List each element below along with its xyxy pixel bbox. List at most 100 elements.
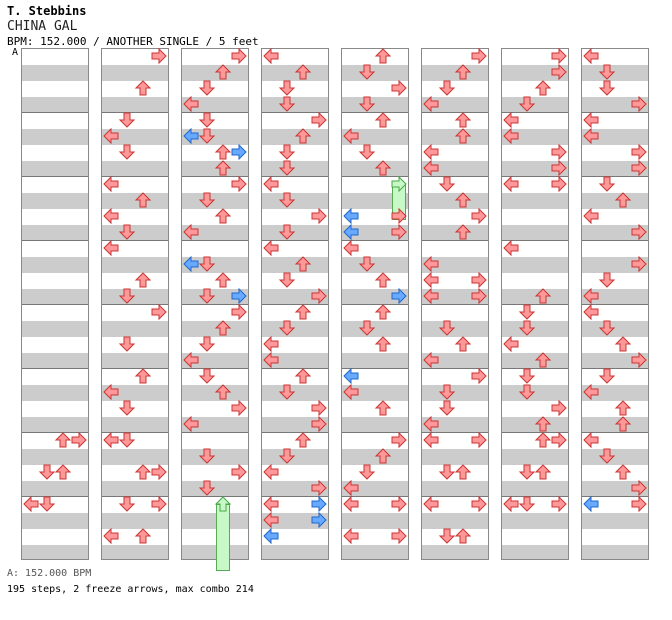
arrow-down-icon (278, 80, 296, 96)
arrow-left-icon (183, 223, 199, 241)
measure-line (502, 176, 568, 177)
arrow-right-icon (391, 175, 407, 193)
arrow-up-icon (614, 192, 632, 208)
arrow-right-icon (471, 207, 487, 225)
arrow-left-icon (423, 495, 439, 513)
arrow-right-icon (551, 143, 567, 161)
arrow-up-icon (454, 464, 472, 480)
arrow-up-icon (374, 400, 392, 416)
arrow-left-icon (583, 111, 599, 129)
arrow-right-icon (551, 399, 567, 417)
arrow-up-icon (614, 464, 632, 480)
arrow-down-icon (358, 256, 376, 272)
arrow-right-icon (311, 207, 327, 225)
arrow-right-icon (631, 143, 647, 161)
measure-line (422, 112, 488, 113)
arrow-up-icon (454, 336, 472, 352)
arrow-right-icon (391, 223, 407, 241)
arrow-down-icon (118, 224, 136, 240)
arrow-up-icon (534, 80, 552, 96)
measure-line (102, 176, 168, 177)
measure-line (262, 304, 328, 305)
measure-line (182, 496, 248, 497)
arrow-down-icon (278, 320, 296, 336)
arrow-up-icon (374, 112, 392, 128)
arrow-down-icon (38, 496, 56, 512)
arrow-right-icon (391, 495, 407, 513)
arrow-left-icon (343, 527, 359, 545)
measure-line (342, 368, 408, 369)
arrow-left-icon (263, 47, 279, 65)
arrow-right-icon (231, 47, 247, 65)
arrow-left-icon (343, 239, 359, 257)
arrow-right-icon (151, 303, 167, 321)
arrow-left-icon (503, 335, 519, 353)
arrow-left-icon (103, 175, 119, 193)
arrow-up-icon (134, 272, 152, 288)
measure-line (422, 240, 488, 241)
arrow-right-icon (631, 495, 647, 513)
arrow-left-icon (103, 431, 119, 449)
arrow-right-icon (311, 111, 327, 129)
arrow-up-icon (614, 336, 632, 352)
arrow-right-icon (391, 431, 407, 449)
arrow-left-icon (423, 287, 439, 305)
arrow-right-icon (551, 63, 567, 81)
arrow-up-icon (214, 496, 232, 512)
arrow-down-icon (198, 448, 216, 464)
chart-column-6 (421, 48, 489, 560)
measure-line (182, 304, 248, 305)
arrow-down-icon (118, 144, 136, 160)
arrow-down-icon (118, 336, 136, 352)
step-summary: 195 steps, 2 freeze arrows, max combo 21… (7, 584, 254, 595)
arrow-left-icon (423, 255, 439, 273)
measure-line (582, 176, 648, 177)
arrow-right-icon (231, 175, 247, 193)
arrow-up-icon (374, 336, 392, 352)
arrow-up-icon (534, 464, 552, 480)
measure-line (422, 432, 488, 433)
measure-line (342, 240, 408, 241)
measure-line (502, 496, 568, 497)
arrow-down-icon (198, 192, 216, 208)
arrow-up-icon (534, 352, 552, 368)
measure-line (182, 240, 248, 241)
arrow-left-icon (423, 95, 439, 113)
arrow-down-icon (598, 176, 616, 192)
arrow-left-icon (23, 495, 39, 513)
arrow-up-icon (454, 128, 472, 144)
arrow-up-icon (54, 464, 72, 480)
arrow-left-icon (183, 351, 199, 369)
arrow-up-icon (54, 432, 72, 448)
arrow-right-icon (551, 159, 567, 177)
measure-line (422, 368, 488, 369)
arrow-up-icon (374, 272, 392, 288)
arrow-left-icon (423, 159, 439, 177)
arrow-down-icon (278, 160, 296, 176)
arrow-down-icon (358, 96, 376, 112)
arrow-down-icon (278, 144, 296, 160)
arrow-right-icon (231, 463, 247, 481)
arrow-left-icon (583, 287, 599, 305)
arrow-down-icon (518, 384, 536, 400)
arrow-down-icon (598, 448, 616, 464)
arrow-down-icon (438, 320, 456, 336)
arrow-up-icon (374, 160, 392, 176)
arrow-up-icon (374, 448, 392, 464)
arrow-right-icon (71, 431, 87, 449)
arrow-up-icon (214, 384, 232, 400)
measure-line (422, 304, 488, 305)
measure-line (502, 112, 568, 113)
arrow-up-icon (134, 464, 152, 480)
measure-line (502, 432, 568, 433)
measure-line (22, 240, 88, 241)
arrow-left-icon (103, 207, 119, 225)
bpm-summary: A: 152.000 BPM (7, 568, 92, 579)
arrow-right-icon (471, 431, 487, 449)
measure-line (182, 432, 248, 433)
arrow-down-icon (278, 224, 296, 240)
arrow-right-icon (471, 495, 487, 513)
arrow-down-icon (198, 80, 216, 96)
arrow-left-icon (583, 303, 599, 321)
arrow-down-icon (358, 320, 376, 336)
